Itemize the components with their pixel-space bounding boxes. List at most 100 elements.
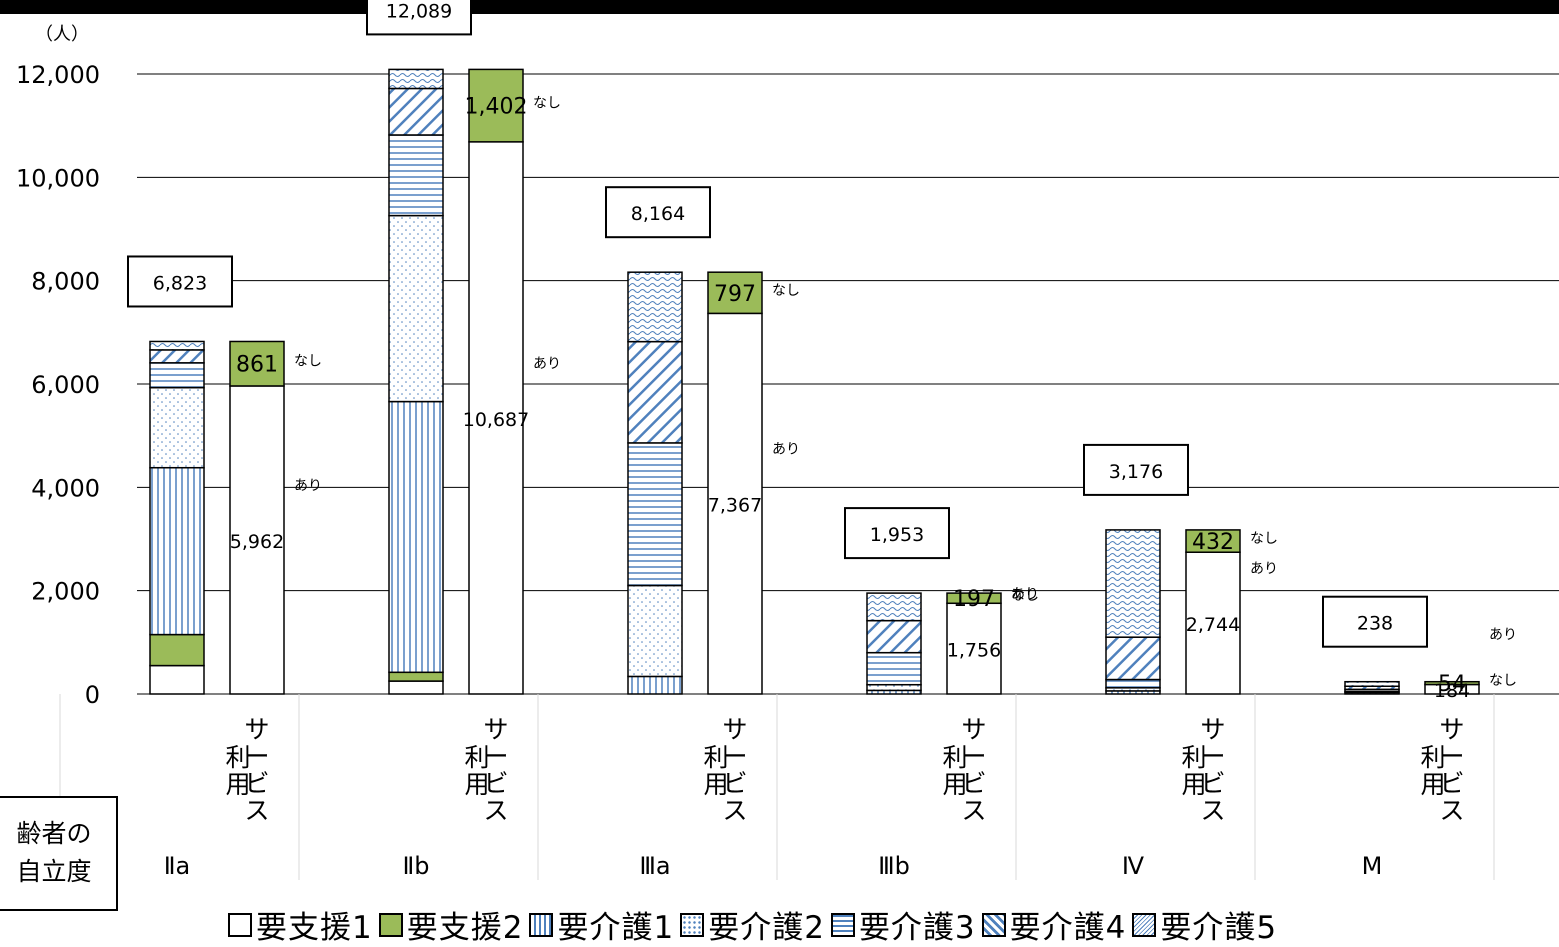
legend-swatch <box>228 912 252 937</box>
total-box <box>1322 595 1428 648</box>
total-label: 6,823 <box>153 272 207 294</box>
category-label: Ⅲb <box>878 852 910 880</box>
service-no-word: なし <box>294 354 322 370</box>
care-level-segment <box>866 683 922 692</box>
care-level-segment <box>627 340 683 444</box>
legend-label: 要支援2 <box>406 910 524 946</box>
service-yes-word: あり <box>1011 587 1039 603</box>
care-level-segment <box>388 680 444 695</box>
care-level-segment <box>149 349 205 364</box>
category-label: M <box>1362 852 1383 880</box>
service-axis-char: ス <box>483 796 508 825</box>
service-axis-char: ス <box>244 796 269 825</box>
service-axis-char: サ <box>483 715 508 744</box>
service-yes-segment <box>946 602 1002 695</box>
legend-swatch <box>981 912 1006 937</box>
total-box <box>605 186 711 239</box>
y-tick-label: 0 <box>85 681 100 709</box>
care-level-segment <box>1105 678 1161 689</box>
care-level-segment <box>149 466 205 636</box>
service-no-segment <box>468 68 524 143</box>
service-yes-segment <box>707 312 763 695</box>
service-no-word: なし <box>772 283 800 299</box>
care-level-segment <box>866 619 922 654</box>
legend-item: 要支援2 <box>378 902 524 947</box>
total-label: 1,953 <box>870 524 924 546</box>
legend-label: 要介護5 <box>1160 910 1278 946</box>
care-level-segment <box>1344 680 1400 687</box>
legend-swatch <box>680 912 705 937</box>
use-axis-char: 用 <box>1181 770 1206 799</box>
service-axis-char: ビ <box>961 769 986 798</box>
category-label: Ⅱb <box>402 852 429 880</box>
legend-label: 要介護4 <box>1009 910 1127 946</box>
care-level-segment <box>149 664 205 695</box>
service-axis-char: ビ <box>244 769 269 798</box>
category-label: Ⅳ <box>1122 852 1144 880</box>
use-axis-char: 利 <box>703 743 728 772</box>
service-axis-char: ー <box>244 742 269 771</box>
service-yes-segment <box>468 141 524 695</box>
service-axis-char: ー <box>1439 742 1464 771</box>
category-label: Ⅱa <box>164 852 191 880</box>
service-axis-char: ー <box>1200 742 1225 771</box>
category-label: Ⅲa <box>639 852 670 880</box>
use-axis-char: 用 <box>942 770 967 799</box>
use-axis-char: 利 <box>225 743 250 772</box>
care-level-segment <box>627 584 683 678</box>
service-axis-char: ー <box>722 742 747 771</box>
legend-label: 要介護3 <box>858 910 976 946</box>
independence-level-label: 齢者の 自立度 <box>0 796 118 911</box>
legend-label: 要支援1 <box>256 910 373 946</box>
y-tick-label: 12,000 <box>16 61 100 89</box>
chart-legend: 要支援1 要支援2 要介護1 要介護2 要介護3 要介護4 要介護5 <box>228 902 1548 947</box>
care-level-segment <box>388 671 444 682</box>
care-level-segment <box>388 134 444 217</box>
service-no-word: なし <box>533 96 561 112</box>
service-yes-value: 10,687 <box>463 409 529 431</box>
care-level-segment <box>388 68 444 90</box>
service-yes-segment <box>229 385 285 695</box>
total-box <box>366 0 472 36</box>
corner-label-line-1: 齢者の <box>16 819 92 848</box>
y-tick-label: 2,000 <box>31 578 100 606</box>
y-tick-label: 4,000 <box>31 474 100 502</box>
care-level-segment <box>149 340 205 351</box>
service-no-value: 432 <box>1192 530 1234 555</box>
service-axis-char: ビ <box>1200 769 1225 798</box>
legend-item: 要支援1 <box>228 902 373 947</box>
service-no-value: 197 <box>953 587 995 612</box>
corner-label-line-2: 自立度 <box>16 857 92 886</box>
service-yes-word: あり <box>533 356 561 372</box>
total-label: 12,089 <box>386 0 452 22</box>
service-axis-char: サ <box>1200 715 1225 744</box>
y-tick-label: 10,000 <box>16 164 100 192</box>
service-yes-word: あり <box>1250 561 1278 577</box>
care-level-segment <box>149 386 205 469</box>
care-level-segment <box>388 400 444 674</box>
legend-item: 要介護1 <box>529 902 674 947</box>
legend-item: 要介護4 <box>981 902 1127 947</box>
care-level-segment <box>627 271 683 343</box>
service-yes-value: 1,756 <box>947 640 1001 662</box>
legend-swatch <box>529 912 554 937</box>
service-axis-char: ー <box>961 742 986 771</box>
legend-item: 要介護3 <box>830 902 976 947</box>
care-level-segment <box>149 633 205 667</box>
use-axis-char: 用 <box>1420 770 1445 799</box>
care-level-segment <box>149 362 205 389</box>
care-level-segment <box>1105 636 1161 681</box>
service-no-value: 1,402 <box>465 95 528 120</box>
legend-label: 要介護1 <box>557 910 675 946</box>
legend-swatch <box>378 912 403 937</box>
service-no-value: 797 <box>714 282 756 307</box>
service-no-segment <box>946 592 1002 605</box>
service-no-word: なし <box>1250 531 1278 547</box>
legend-swatch <box>1132 912 1157 937</box>
service-no-segment <box>1424 680 1480 686</box>
care-level-segment <box>866 592 922 622</box>
service-axis-char: ビ <box>722 769 747 798</box>
legend-item: 要介護5 <box>1132 902 1277 947</box>
service-no-word: なし <box>1011 588 1039 604</box>
service-no-word: なし <box>1489 673 1517 689</box>
